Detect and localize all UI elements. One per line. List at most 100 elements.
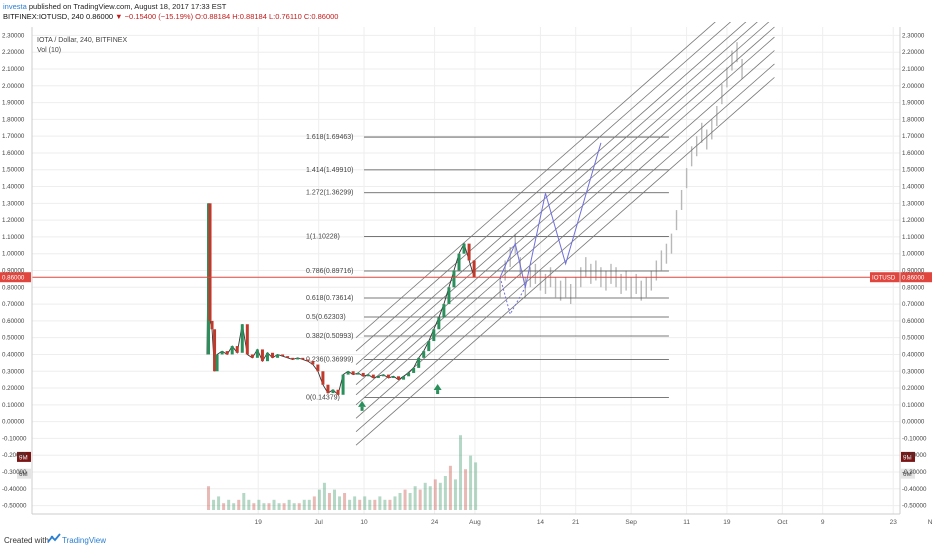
x-tick-label: 23 xyxy=(890,519,898,526)
volume-bar xyxy=(252,503,256,510)
y-tick-label-right: -0.10000 xyxy=(902,435,927,442)
candle xyxy=(321,371,325,385)
volume-bar xyxy=(348,499,352,510)
candle xyxy=(336,389,340,395)
volume-bar xyxy=(433,479,437,510)
trend-channel[interactable] xyxy=(355,22,775,446)
x-tick-label: 14 xyxy=(537,519,545,526)
candle xyxy=(346,371,350,375)
candle xyxy=(402,376,406,380)
footer: Created with TradingView xyxy=(0,531,932,550)
candle xyxy=(306,359,310,362)
y-tick-label-right: 1.10000 xyxy=(902,234,925,241)
candle xyxy=(213,329,217,372)
candle xyxy=(432,329,436,342)
x-tick-label: Nov xyxy=(928,519,932,526)
candle xyxy=(207,203,211,355)
price-chart[interactable]: 1.618(1.69463) 1.414(1.49910) 1.272(1.3629… xyxy=(0,22,932,531)
volume-bar xyxy=(217,496,221,510)
current-price-right: 0.86000 xyxy=(902,275,925,282)
tradingview-brand[interactable]: TradingView xyxy=(62,536,107,545)
candle xyxy=(447,287,451,305)
y-tick-label-left: 1.30000 xyxy=(2,200,25,207)
y-tick-label-right: 0.70000 xyxy=(902,301,925,308)
y-tick-label-right: 1.90000 xyxy=(902,100,925,107)
candle xyxy=(230,346,234,355)
volume-marker-left: 9M xyxy=(19,454,28,461)
volume-bar xyxy=(368,499,372,510)
x-axis[interactable]: 19 Jul 10 24 Aug 14 21 Sep 11 19 Oct 9 23 Nov xyxy=(32,513,932,526)
up-arrow-stem xyxy=(360,406,364,411)
candle xyxy=(326,384,330,394)
candle xyxy=(265,352,269,362)
y-tick-label-left: 2.00000 xyxy=(2,83,25,90)
candle xyxy=(235,346,239,353)
y-tick-label-left: 0.40000 xyxy=(2,351,25,358)
y-axis-left[interactable]: 2.30000 2.20000 2.10000 2.00000 1.90000 1.800… xyxy=(2,27,33,514)
volume-marker-right: 9M xyxy=(903,454,912,461)
y-tick-label-left: -0.50000 xyxy=(2,503,27,510)
y-tick-label-right: 2.30000 xyxy=(902,32,925,39)
volume-bar xyxy=(302,499,306,510)
y-tick-label-left: 0.60000 xyxy=(2,318,25,325)
volume-bar xyxy=(383,499,387,510)
y-tick-label-left: 1.10000 xyxy=(2,234,25,241)
candle xyxy=(437,317,441,330)
candle xyxy=(260,349,264,362)
volume-bar xyxy=(343,493,347,510)
y-tick-label-right: 1.70000 xyxy=(902,133,925,140)
volume-bar xyxy=(453,479,457,510)
volume-bar xyxy=(338,496,342,510)
channel-line xyxy=(355,22,716,338)
candle xyxy=(462,243,466,254)
volume-bar xyxy=(317,489,321,510)
projection-line xyxy=(499,142,602,288)
price-line xyxy=(206,203,475,396)
volume-bar xyxy=(358,499,362,510)
candle xyxy=(356,372,360,375)
volume-bar xyxy=(398,493,402,510)
volume-tag-right xyxy=(901,451,915,462)
candle xyxy=(250,354,254,358)
volume-tag2-right xyxy=(901,468,915,479)
y-tick-label-right: 2.10000 xyxy=(902,66,925,73)
channel-line xyxy=(355,22,747,365)
y-tick-label-right: 0.80000 xyxy=(902,284,925,291)
y-tick-label-right: 1.00000 xyxy=(902,251,925,258)
candle xyxy=(301,357,305,360)
volume-bar xyxy=(327,493,331,510)
volume-bar xyxy=(297,503,301,510)
channel-line xyxy=(355,22,770,385)
volume-bar xyxy=(373,499,377,510)
candle xyxy=(255,349,259,358)
last-price: 0.86000 xyxy=(85,12,114,21)
x-tick-label: 19 xyxy=(723,519,731,526)
candle xyxy=(351,371,355,375)
candle xyxy=(281,354,285,357)
candle xyxy=(422,351,426,358)
volume-bar xyxy=(257,499,261,510)
y-axis-right[interactable]: 2.30000 2.20000 2.10000 2.00000 1.90000 1.800… xyxy=(899,27,927,514)
candle xyxy=(286,356,290,358)
y-tick-label-right: 1.30000 xyxy=(902,200,925,207)
author-link[interactable]: investa xyxy=(3,2,27,11)
candle xyxy=(381,374,385,377)
fib-level-label: 0.618(0.73614) xyxy=(306,295,353,302)
volume-bar xyxy=(353,496,357,510)
candle xyxy=(371,374,375,378)
legend-volume: Vol (10) xyxy=(37,47,61,54)
y-tick-label-left: 1.60000 xyxy=(2,150,25,157)
y-tick-label-right: 2.20000 xyxy=(902,49,925,56)
projection-path[interactable] xyxy=(499,142,602,316)
y-tick-label-left: 1.20000 xyxy=(2,217,25,224)
y-tick-label-left: 0.90000 xyxy=(2,268,25,275)
x-tick-label: Oct xyxy=(777,519,787,526)
fib-level-label: 0.382(0.50993) xyxy=(306,333,353,340)
y-tick-label-right: 0.60000 xyxy=(902,318,925,325)
channel-line xyxy=(355,26,775,396)
current-price-tag-left xyxy=(0,272,31,283)
fib-retracement[interactable]: 1.618(1.69463) 1.414(1.49910) 1.272(1.3629… xyxy=(306,134,669,401)
volume-bar xyxy=(247,499,251,510)
candle xyxy=(245,324,249,355)
volume-bar xyxy=(469,455,473,510)
